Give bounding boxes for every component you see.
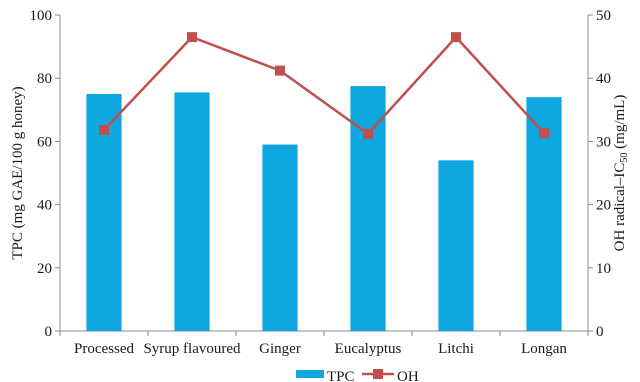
legend-swatch-tpc bbox=[296, 370, 324, 378]
tpc-bar bbox=[438, 160, 474, 331]
category-label: Eucalyptus bbox=[335, 341, 402, 357]
right-tick-label: 50 bbox=[596, 8, 611, 24]
category-labels: Processed Syrup flavoured Ginger Eucalyptus… bbox=[74, 341, 567, 357]
bars bbox=[86, 86, 562, 331]
oh-point bbox=[187, 32, 197, 43]
legend-label-tpc: TPC bbox=[327, 369, 355, 382]
left-tick-label: 100 bbox=[30, 8, 53, 24]
oh-line bbox=[99, 32, 549, 139]
category-label: Processed bbox=[74, 341, 134, 357]
oh-point bbox=[363, 128, 373, 139]
tpc-bar bbox=[350, 86, 386, 331]
oh-point bbox=[275, 65, 285, 76]
tpc-bar bbox=[174, 92, 210, 331]
left-tick-label: 20 bbox=[37, 261, 52, 277]
left-axis-title: TPC (mg GAE/100 g honey) bbox=[10, 86, 26, 259]
left-tick-label: 40 bbox=[37, 198, 52, 214]
left-axis-ticks: 0 20 40 60 80 100 bbox=[30, 8, 60, 340]
right-tick-label: 40 bbox=[596, 71, 611, 87]
right-axis-title: OH radical–IC50 (mg/mL) bbox=[612, 95, 630, 252]
axes bbox=[59, 15, 589, 336]
left-tick-label: 0 bbox=[45, 324, 53, 340]
oh-point bbox=[539, 128, 549, 139]
legend-marker-oh bbox=[373, 369, 383, 379]
legend: TPC OH bbox=[296, 369, 419, 382]
category-label: Ginger bbox=[259, 341, 301, 357]
right-tick-label: 0 bbox=[596, 324, 604, 340]
oh-point bbox=[99, 125, 109, 136]
right-axis-ticks: 0 10 20 30 40 50 bbox=[588, 8, 611, 340]
category-label: Syrup flavoured bbox=[143, 341, 241, 357]
category-label: Longan bbox=[521, 341, 567, 357]
left-tick-label: 80 bbox=[37, 71, 52, 87]
category-label: Litchi bbox=[438, 341, 474, 357]
tpc-bar bbox=[262, 144, 298, 331]
legend-label-oh: OH bbox=[397, 369, 419, 382]
oh-point bbox=[451, 32, 461, 43]
right-tick-label: 10 bbox=[596, 261, 611, 277]
right-tick-label: 30 bbox=[596, 134, 611, 150]
left-tick-label: 60 bbox=[37, 134, 52, 150]
right-tick-label: 20 bbox=[596, 198, 611, 214]
oh-series-line bbox=[103, 35, 545, 136]
